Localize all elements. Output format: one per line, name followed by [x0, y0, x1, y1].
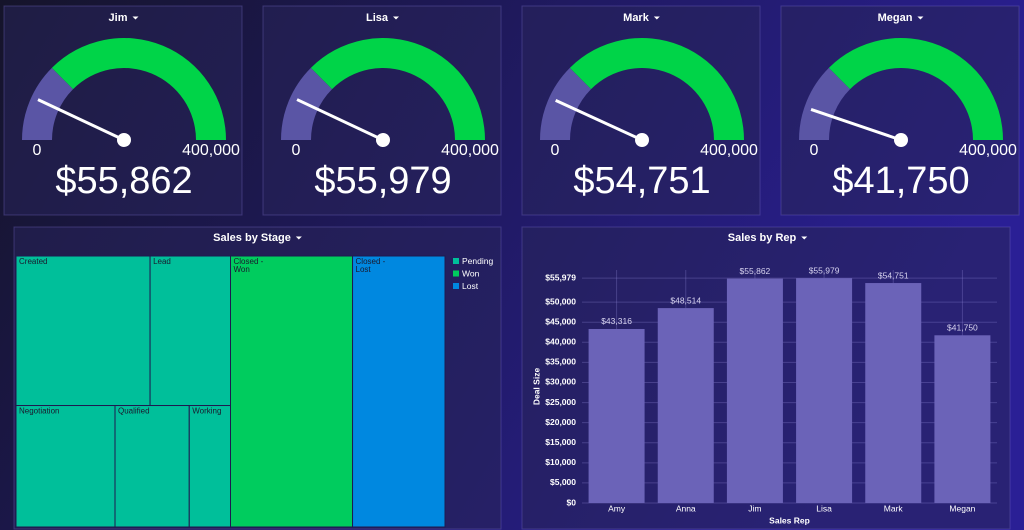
y-tick-label: $30,000 — [545, 377, 576, 387]
y-tick-label: $25,000 — [545, 397, 576, 407]
x-tick-label: Lisa — [816, 503, 832, 513]
gauge-tick-label: 0 — [810, 142, 819, 159]
treemap-cell — [15, 405, 116, 528]
x-tick-label: Mark — [884, 503, 904, 513]
x-tick-label: Megan — [949, 503, 975, 513]
treemap-cell — [230, 255, 354, 528]
bar[interactable] — [796, 278, 853, 503]
gauge-band — [310, 37, 485, 140]
gauge-tick-label: 400,000 — [700, 142, 758, 159]
bar[interactable] — [657, 308, 714, 503]
gauge-tick-label: 0 — [551, 142, 560, 159]
y-tick-label: $40,000 — [545, 337, 576, 347]
panel-title[interactable]: Sales by Rep — [728, 232, 797, 244]
y-axis-title: Deal Size — [531, 368, 541, 406]
value-label: $48,514 — [670, 295, 701, 305]
y-tick-label: $0 — [567, 497, 577, 507]
gauge-hub — [894, 133, 908, 147]
panel-title[interactable]: Megan — [878, 12, 913, 24]
x-tick-label: Jim — [748, 503, 761, 513]
gauge-tick-label: 0 — [292, 142, 301, 159]
gauge-needle — [555, 99, 643, 142]
gauge-band — [51, 37, 226, 140]
treemap-label: Negotiation — [19, 407, 59, 416]
gauge-tick-label: 400,000 — [182, 142, 240, 159]
y-tick-label: $20,000 — [545, 417, 576, 427]
gauge-needle — [810, 107, 902, 142]
gauge-value: $55,979 — [314, 160, 451, 202]
y-tick-label: $55,979 — [545, 272, 576, 282]
treemap-cell — [15, 255, 151, 407]
treemap-label: Closed -Won — [234, 257, 264, 274]
value-label: $43,316 — [601, 316, 632, 326]
gauge-hub — [376, 133, 390, 147]
y-tick-label: $35,000 — [545, 357, 576, 367]
bar[interactable] — [934, 335, 991, 503]
treemap-label: Lead — [153, 257, 171, 266]
y-tick-label: $45,000 — [545, 316, 576, 326]
x-tick-label: Anna — [676, 503, 696, 513]
treemap-cell — [352, 255, 446, 528]
treemap-cell — [188, 405, 231, 528]
gauge-needle — [37, 98, 125, 142]
panel-title[interactable]: Mark — [623, 12, 650, 24]
bar[interactable] — [726, 278, 783, 503]
gauge-band — [828, 38, 1003, 141]
y-tick-label: $50,000 — [545, 296, 576, 306]
gauge-value: $54,751 — [573, 160, 710, 202]
gauge-band — [569, 38, 744, 141]
bar[interactable] — [588, 328, 645, 503]
gauge-hub — [635, 133, 649, 147]
value-label: $41,750 — [947, 323, 978, 333]
value-label: $55,979 — [809, 265, 840, 275]
panel-title[interactable]: Jim — [109, 12, 128, 24]
legend-label[interactable]: Won — [462, 268, 480, 278]
gauge-hub — [117, 133, 131, 147]
treemap-label: Created — [19, 257, 47, 266]
panel-title[interactable]: Lisa — [366, 12, 389, 24]
treemap-label: Closed -Lost — [356, 257, 386, 274]
bar[interactable] — [865, 283, 922, 503]
y-tick-label: $5,000 — [550, 477, 576, 487]
dropdown-caret[interactable] — [801, 236, 808, 240]
legend-swatch — [453, 258, 459, 264]
dropdown-caret[interactable] — [393, 16, 400, 20]
legend-label[interactable]: Pending — [462, 256, 493, 266]
gauge-band — [799, 67, 851, 140]
treemap-cell — [149, 255, 231, 407]
panel-title[interactable]: Sales by Stage — [213, 232, 291, 244]
dropdown-caret[interactable] — [917, 16, 924, 20]
dropdown-caret[interactable] — [653, 16, 660, 20]
value-label: $55,862 — [740, 266, 771, 276]
dropdown-caret[interactable] — [132, 16, 139, 20]
gauge-tick-label: 0 — [33, 142, 42, 159]
legend-swatch — [453, 283, 459, 289]
y-tick-label: $15,000 — [545, 437, 576, 447]
gauge-value: $55,862 — [55, 160, 192, 202]
legend-label[interactable]: Lost — [462, 281, 479, 291]
y-tick-label: $10,000 — [545, 457, 576, 467]
treemap-label: Working — [192, 407, 221, 416]
legend-swatch — [453, 270, 459, 277]
treemap-cell — [114, 405, 190, 528]
x-tick-label: Amy — [608, 503, 626, 513]
dropdown-caret[interactable] — [295, 236, 302, 240]
gauge-tick-label: 400,000 — [959, 142, 1017, 159]
value-label: $54,751 — [878, 270, 909, 280]
x-axis-title: Sales Rep — [769, 515, 810, 525]
gauge-value: $41,750 — [832, 160, 969, 202]
gauge-needle — [296, 98, 384, 142]
treemap-label: Qualified — [118, 407, 150, 416]
gauge-tick-label: 400,000 — [441, 142, 499, 159]
